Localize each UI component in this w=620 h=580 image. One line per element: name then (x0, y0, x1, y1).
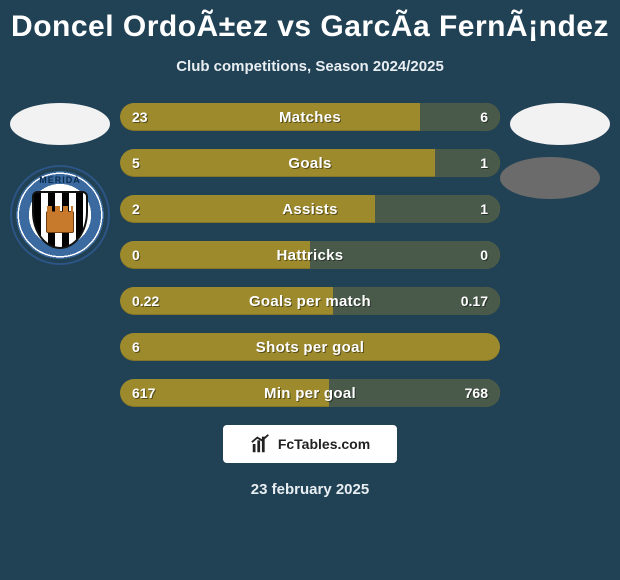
branding-badge[interactable]: FcTables.com (223, 425, 397, 463)
stat-label: Min per goal (120, 379, 500, 407)
stat-bar: 236Matches (120, 103, 500, 131)
stat-bar: 6Shots per goal (120, 333, 500, 361)
stat-label: Assists (120, 195, 500, 223)
stat-label: Matches (120, 103, 500, 131)
snapshot-date: 23 february 2025 (0, 481, 620, 498)
player-right-badge (510, 103, 610, 145)
stat-bar: 51Goals (120, 149, 500, 177)
stat-bar: 0.220.17Goals per match (120, 287, 500, 315)
stat-bar: 21Assists (120, 195, 500, 223)
stat-bars: 236Matches 51Goals 21Assists 00Hattricks 0.2… (120, 103, 500, 407)
season-subtitle: Club competitions, Season 2024/2025 (0, 58, 620, 75)
stat-bar: 617768Min per goal (120, 379, 500, 407)
stat-label: Shots per goal (120, 333, 500, 361)
branding-text: FcTables.com (278, 436, 370, 452)
crest-text: MERIDA (10, 175, 110, 185)
page-title: Doncel OrdoÃ±ez vs GarcÃ­a FernÃ¡ndez (0, 0, 620, 44)
stat-bar: 00Hattricks (120, 241, 500, 269)
player-right-club-badge (500, 157, 600, 199)
crest-castle-icon (46, 211, 74, 233)
player-left-badge (10, 103, 110, 145)
stat-label: Hattricks (120, 241, 500, 269)
stat-label: Goals per match (120, 287, 500, 315)
branding-chart-icon (250, 433, 272, 455)
comparison-panel: MERIDA 236Matches 51Goals 21Assists 00Hattr… (0, 103, 620, 498)
player-left-club-crest: MERIDA (10, 165, 110, 265)
stat-label: Goals (120, 149, 500, 177)
